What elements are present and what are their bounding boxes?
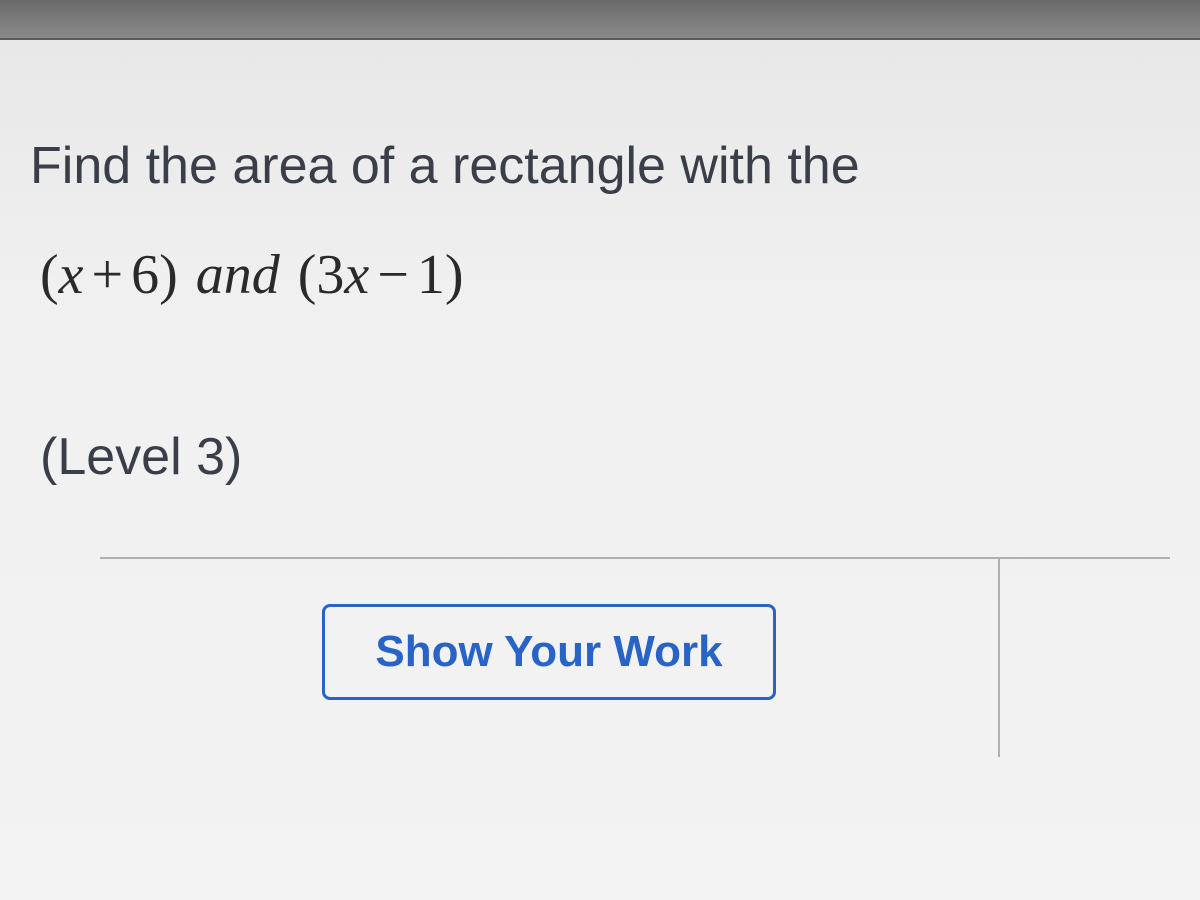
term1-number: 6 <box>131 244 159 306</box>
work-cell-main: Show Your Work <box>100 559 1000 757</box>
term1-operator: + <box>92 244 124 306</box>
term2-close-paren: ) <box>445 244 464 306</box>
question-content: Find the area of a rectangle with the (x… <box>0 40 1200 900</box>
work-panel: Show Your Work <box>100 557 1170 757</box>
work-cell-side <box>1000 559 1170 757</box>
term1-close-paren: ) <box>159 244 178 306</box>
expression-connector: and <box>196 244 280 306</box>
term2-number: 1 <box>417 244 445 306</box>
term2-open-paren: ( <box>298 244 317 306</box>
show-your-work-button[interactable]: Show Your Work <box>322 604 775 700</box>
question-prompt: Find the area of a rectangle with the <box>30 130 1170 203</box>
term1-variable: x <box>59 244 84 306</box>
term2-operator: − <box>377 244 409 306</box>
term2-coefficient: 3 <box>316 244 344 306</box>
term1-open-paren: ( <box>40 244 59 306</box>
term2-variable: x <box>344 244 369 306</box>
math-expression: (x+6)and(3x−1) <box>40 243 1170 307</box>
difficulty-level-label: (Level 3) <box>40 427 1170 487</box>
window-top-bar <box>0 0 1200 40</box>
